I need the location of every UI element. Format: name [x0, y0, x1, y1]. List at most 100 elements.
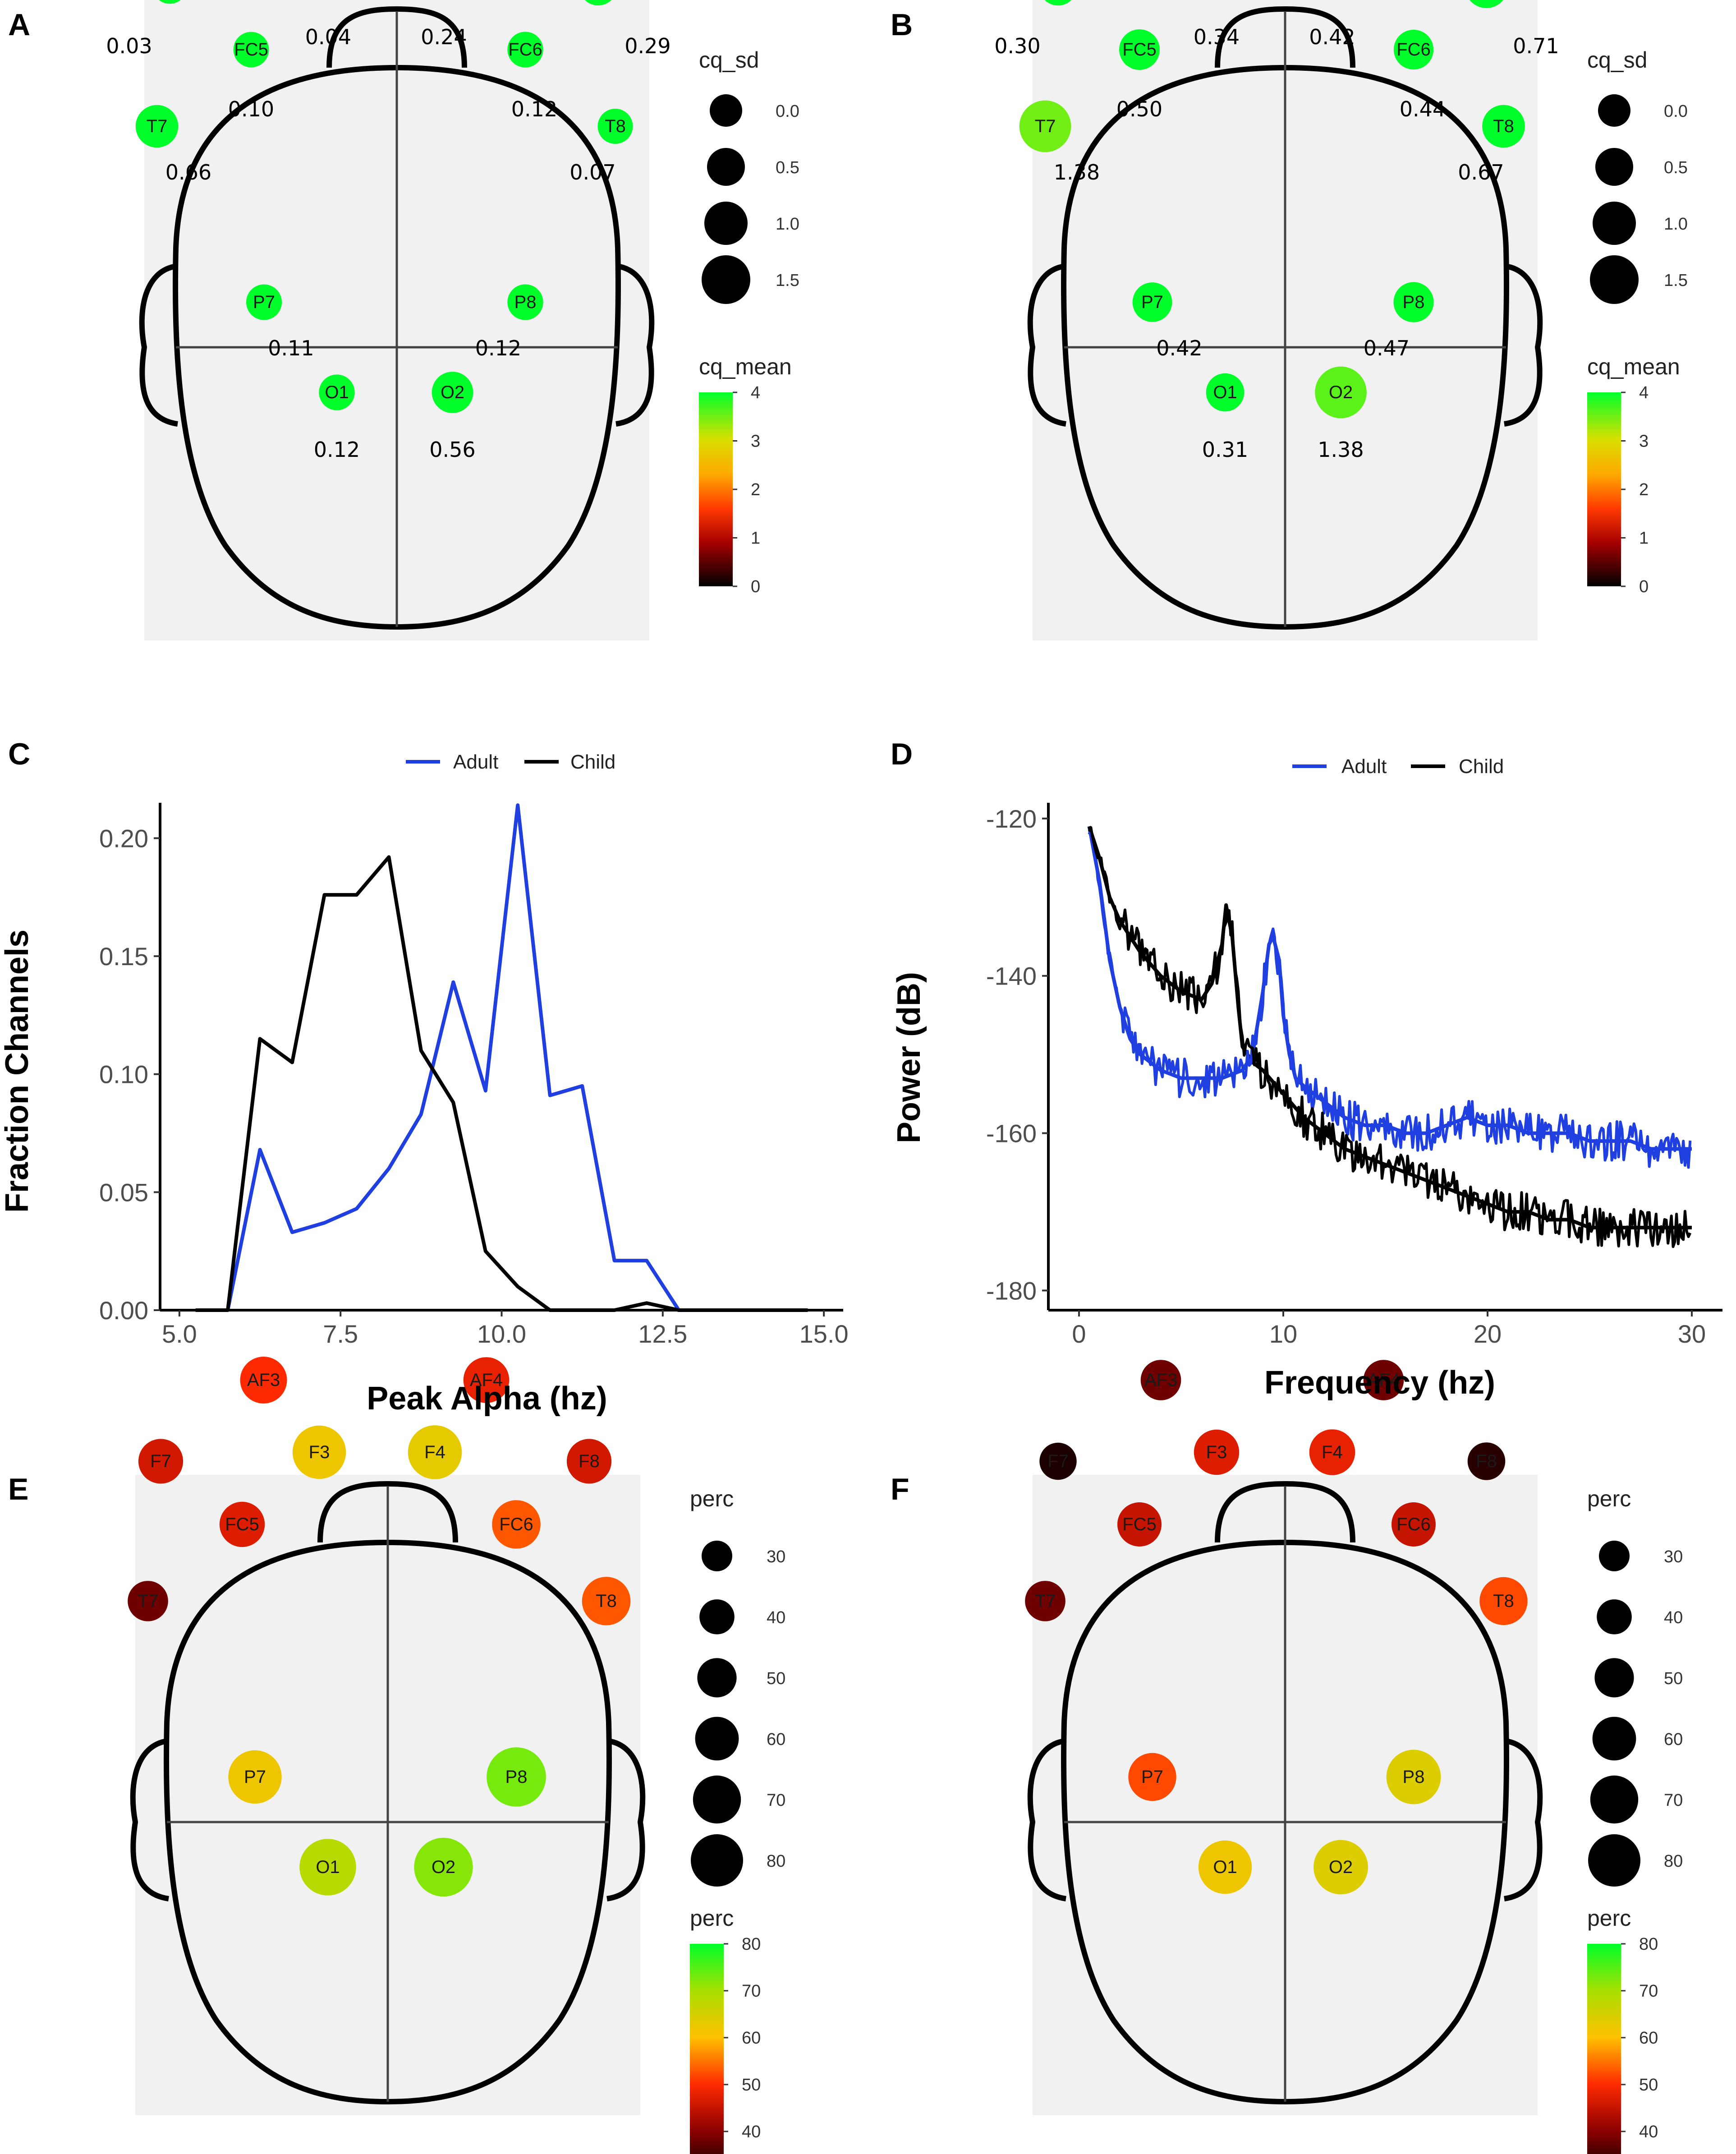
electrode-t8 — [1482, 105, 1525, 148]
nose-outline — [1215, 6, 1355, 68]
scalp-map-b: AF30.46AF41.34F70.30F30.34F40.42F80.71FC… — [994, 0, 1688, 640]
electrode-p7 — [246, 284, 282, 320]
legend-adult-label: Adult — [1341, 755, 1387, 778]
electrode-label-fc5: FC5 — [1122, 1514, 1157, 1534]
x-tick-label: 20 — [1474, 1320, 1502, 1348]
size-legend-dot — [691, 1834, 743, 1887]
electrode-fc5 — [233, 32, 269, 68]
electrode-o2 — [432, 372, 473, 413]
y-axis-title: Power (dB) — [891, 972, 927, 1143]
electrode-label-o1: O1 — [316, 1857, 340, 1877]
sd-value-o1: 0.12 — [314, 437, 360, 462]
color-legend-tick: 0 — [1639, 577, 1649, 596]
size-legend-dot — [1590, 1775, 1639, 1824]
electrode-label-t7: T7 — [147, 116, 168, 136]
y-tick-label: 0.10 — [99, 1060, 148, 1089]
electrode-o2 — [1313, 1840, 1368, 1895]
size-legend-tick: 0.0 — [1664, 102, 1688, 121]
electrode-label-t8: T8 — [596, 1591, 617, 1611]
panel-label-a: A — [8, 8, 30, 42]
color-legend-tick: 4 — [751, 383, 760, 402]
electrode-f8 — [1470, 0, 1503, 8]
x-tick-label: 10.0 — [477, 1320, 526, 1348]
color-legend-bar — [690, 1944, 724, 2154]
electrode-f8 — [1467, 1442, 1506, 1480]
y-tick-label: 0.20 — [99, 824, 148, 852]
electrode-label-t7: T7 — [1035, 1591, 1056, 1611]
electrode-label-fc5: FC5 — [234, 40, 268, 60]
size-legend-tick: 50 — [767, 1669, 785, 1688]
electrode-f4 — [1309, 1429, 1355, 1475]
electrode-f3 — [1194, 1429, 1240, 1475]
size-legend-dot — [1597, 1599, 1632, 1634]
legend-child-label: Child — [570, 751, 615, 773]
electrode-fc6 — [492, 1500, 541, 1549]
electrode-o1 — [1206, 373, 1245, 412]
size-legend-dot — [699, 1599, 735, 1634]
electrode-o2 — [1315, 366, 1367, 419]
electrode-fc5 — [219, 1501, 265, 1547]
electrode-fc6 — [1393, 29, 1434, 70]
panel-label-d: D — [891, 737, 913, 771]
electrode-f8 — [585, 0, 611, 6]
right-ear — [615, 263, 655, 427]
sd-value-t7: 1.38 — [1054, 160, 1100, 184]
size-legend-tick: 0.0 — [776, 102, 799, 121]
size-legend-tick: 80 — [767, 1852, 785, 1871]
nose-outline — [1215, 1481, 1355, 1543]
color-legend-bar — [1587, 392, 1621, 586]
electrode-p8 — [487, 1747, 546, 1807]
color-legend-tick: 4 — [1639, 383, 1649, 402]
electrode-t7 — [135, 105, 179, 148]
electrode-label-fc6: FC6 — [1396, 40, 1431, 60]
size-legend-tick: 70 — [767, 1791, 785, 1810]
size-legend-tick: 50 — [1664, 1669, 1683, 1688]
spectrum-trace-adult — [1088, 826, 1692, 1169]
sd-value-f4: 0.24 — [421, 25, 467, 49]
electrode-af4 — [463, 1357, 510, 1403]
scalp-map-e: AF3 AF4 F7 F3 F4 F8 FC5 FC6 T7 T8 P7 P8 O1 O2 perc 30 40… — [128, 1357, 785, 2154]
x-tick-label: 0 — [1072, 1320, 1086, 1348]
electrode-p7 — [1128, 1753, 1176, 1801]
electrode-label-fc6: FC6 — [508, 40, 542, 60]
electrode-label-f7: F7 — [1047, 1451, 1069, 1471]
size-legend-tick: 60 — [1664, 1730, 1683, 1749]
size-legend-tick: 60 — [767, 1730, 785, 1749]
spectrum-trace-child — [1088, 826, 1692, 1248]
color-legend-title: cq_mean — [699, 354, 792, 379]
electrode-label-o2: O2 — [1329, 1857, 1353, 1877]
sd-value-fc5: 0.50 — [1116, 97, 1162, 121]
color-legend-tick: 40 — [1639, 2122, 1658, 2141]
x-tick-label: 5.0 — [162, 1320, 197, 1348]
sd-value-fc6: 0.12 — [511, 97, 557, 121]
sd-value-f7: 0.30 — [994, 34, 1040, 58]
electrode-fc5 — [1117, 1502, 1162, 1546]
electrode-label-fc5: FC5 — [1122, 40, 1157, 60]
size-legend-tick: 40 — [767, 1608, 785, 1627]
size-legend-tick: 0.5 — [1664, 158, 1688, 177]
sd-value-p8: 0.47 — [1364, 336, 1410, 360]
color-legend-tick: 2 — [1639, 480, 1649, 499]
electrode-label-o1: O1 — [325, 382, 349, 402]
x-tick-label: 7.5 — [323, 1320, 358, 1348]
peak-alpha-chart: Adult Child Peak Alpha (hz) Fraction Cha… — [0, 751, 849, 1417]
size-legend-tick: 30 — [1664, 1547, 1683, 1566]
electrode-p7 — [228, 1750, 282, 1804]
size-legend-title: cq_sd — [1587, 47, 1647, 73]
color-legend-tick: 80 — [1639, 1935, 1658, 1954]
scalp-map-a: AF30.17AF40.69F70.03F30.04F40.24F80.29FC… — [106, 0, 799, 640]
electrode-label-fc6: FC6 — [499, 1514, 533, 1534]
color-legend-title: cq_mean — [1587, 354, 1680, 379]
electrode-o1 — [319, 374, 355, 410]
electrode-f7 — [159, 0, 181, 4]
sd-value-o1: 0.31 — [1202, 437, 1248, 462]
color-legend-tick: 40 — [742, 2122, 761, 2141]
electrode-label-f8: F8 — [1476, 1451, 1497, 1471]
right-ear — [1504, 1738, 1543, 1901]
color-legend-bar — [1587, 1944, 1621, 2154]
size-legend-dot — [1588, 1834, 1640, 1887]
size-legend-dot — [1595, 148, 1633, 186]
x-tick-label: 30 — [1678, 1320, 1706, 1348]
electrode-p7 — [1132, 282, 1172, 322]
color-legend-tick: 1 — [751, 529, 760, 548]
